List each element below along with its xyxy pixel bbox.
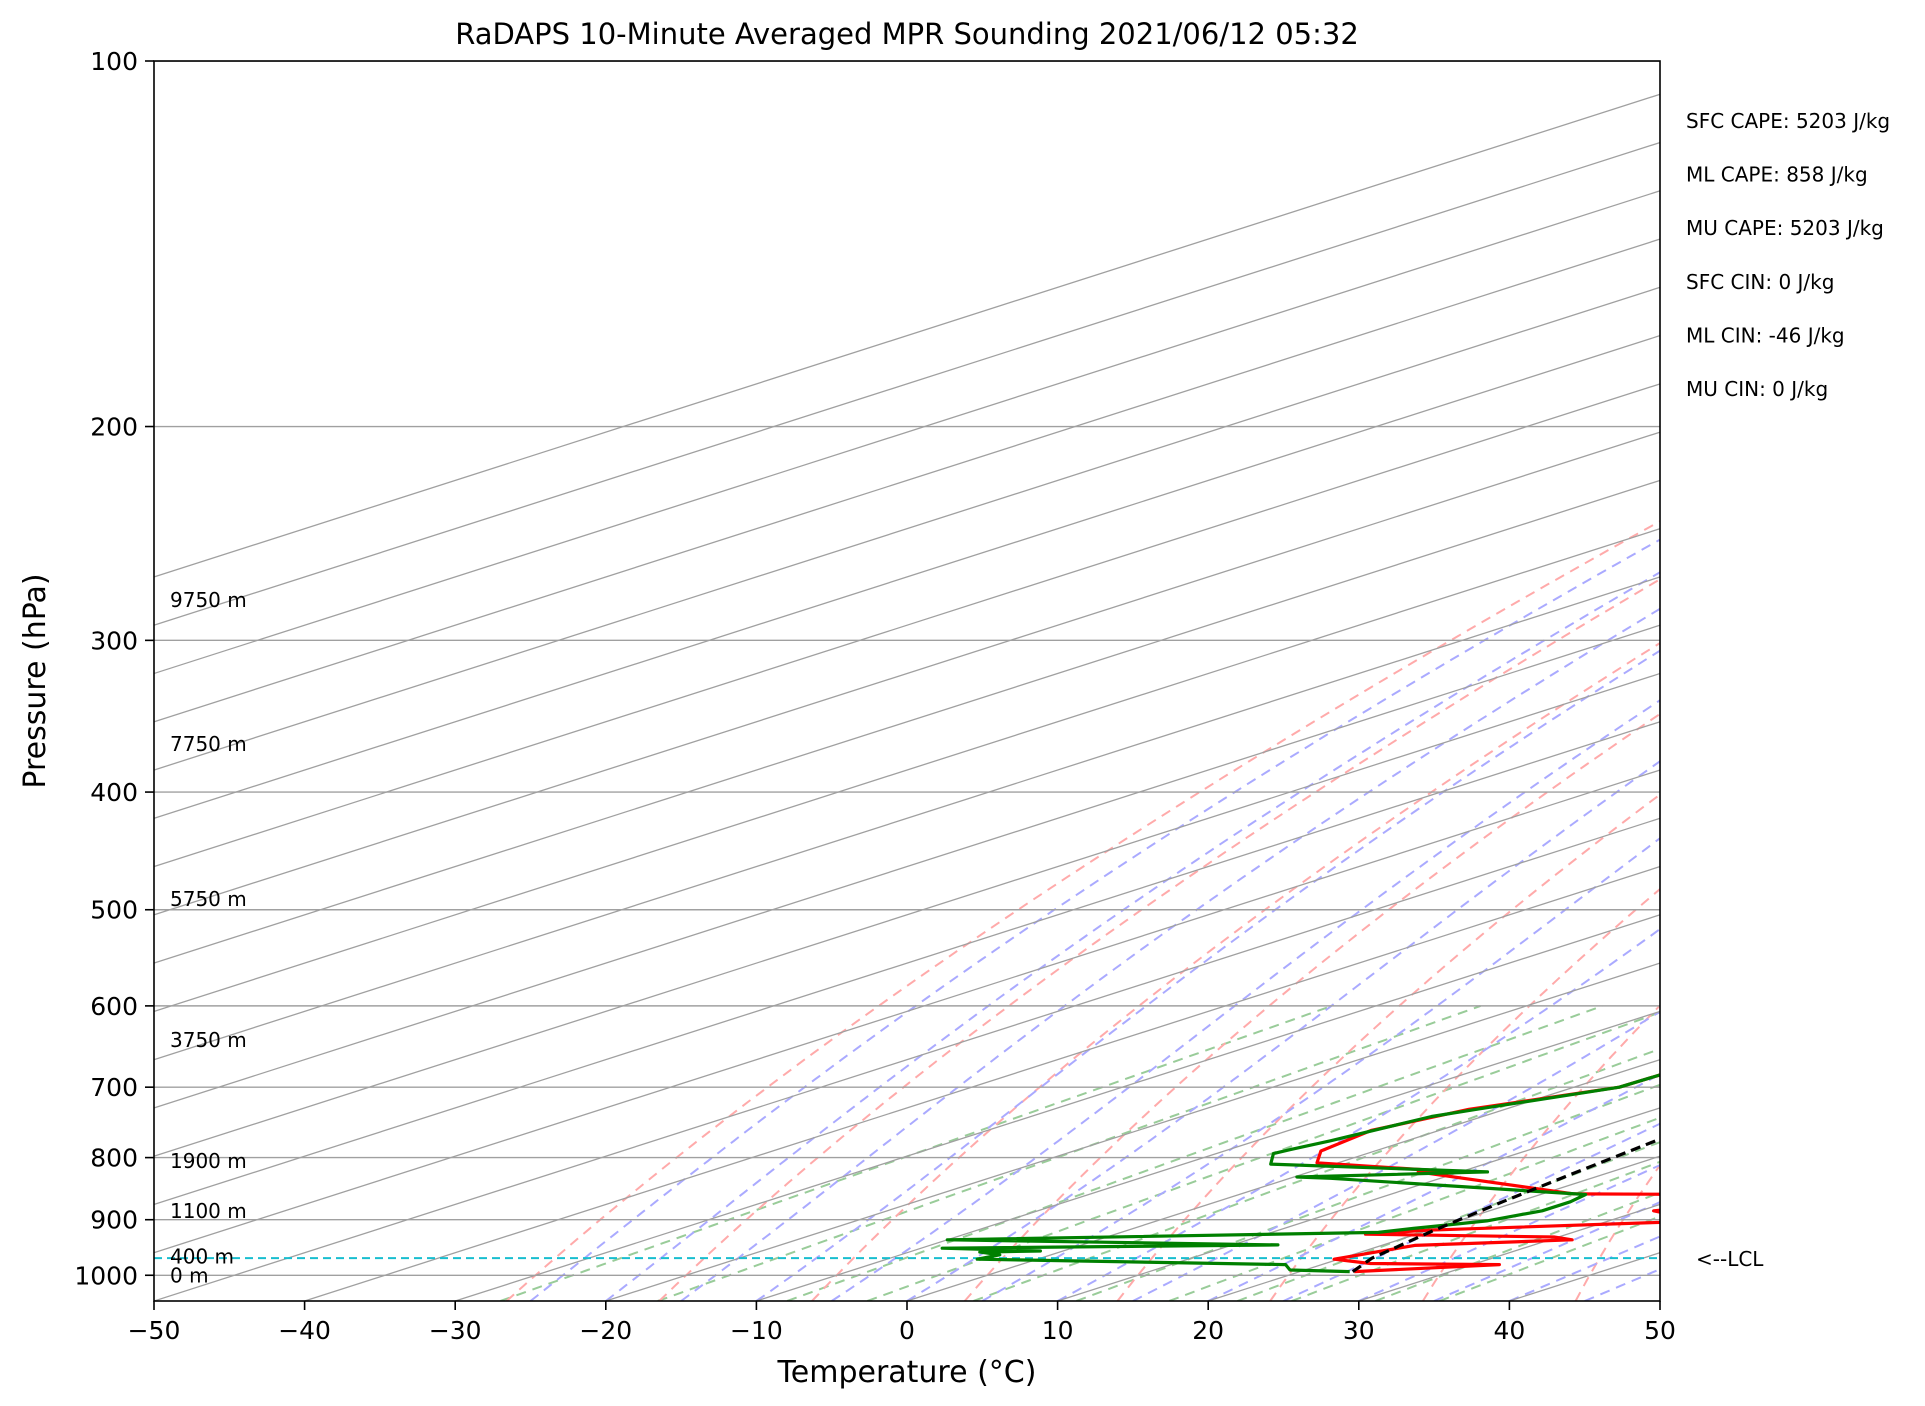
dry-adiabat-line xyxy=(1422,1004,1660,1301)
x-tick-label: −50 xyxy=(128,1316,181,1345)
x-tick-label: −10 xyxy=(730,1316,783,1345)
temperature-profile-line xyxy=(1315,1073,1660,1274)
isotherm-line xyxy=(154,93,1660,578)
mixing-ratio-line xyxy=(1291,1160,1660,1301)
x-tick-label: 40 xyxy=(1493,1316,1525,1345)
isotherms xyxy=(154,93,1660,1301)
dry-adiabat-line xyxy=(1269,887,1660,1301)
isotherm-line xyxy=(154,721,1660,1206)
stat-line: SFC CAPE: 5203 J/kg xyxy=(1686,109,1890,133)
y-tick-label: 900 xyxy=(90,1206,138,1235)
mixing-ratio-line xyxy=(657,1004,1481,1301)
dry-adiabat-line xyxy=(811,641,1660,1301)
moist-adiabat-line xyxy=(906,760,1660,1301)
isotherm-line xyxy=(304,865,1660,1301)
stat-line: MU CAPE: 5203 J/kg xyxy=(1686,216,1884,240)
mixing-ratio-line xyxy=(867,1011,1660,1301)
y-tick-label: 600 xyxy=(90,992,138,1021)
moist-adiabat-line xyxy=(831,699,1660,1301)
isotherm-line xyxy=(756,1010,1660,1301)
isotherm-line xyxy=(154,817,1660,1301)
isotherm-line xyxy=(154,286,1660,771)
isotherm-line xyxy=(605,962,1660,1301)
x-tick-label: −20 xyxy=(579,1316,632,1345)
stat-line: MU CIN: 0 J/kg xyxy=(1686,377,1828,401)
moist-adiabat-line xyxy=(605,571,1660,1301)
dry-adiabat-line xyxy=(1116,793,1660,1301)
x-tick-label: 20 xyxy=(1192,1316,1224,1345)
height-label: 9750 m xyxy=(170,588,247,612)
stat-line: ML CAPE: 858 J/kg xyxy=(1686,163,1868,187)
dewpoint-profile-line xyxy=(940,1073,1660,1274)
x-axis: −50 −40 −30 −20 −10 0 10 20 30 40 50 xyxy=(128,1301,1676,1345)
isotherm-line xyxy=(154,141,1660,626)
stat-line: SFC CIN: 0 J/kg xyxy=(1686,270,1834,294)
moist-adiabat-line xyxy=(1132,1010,1660,1301)
isotherm-line xyxy=(455,914,1660,1301)
mixing-ratio-line xyxy=(1168,1116,1660,1301)
moist-adiabat-line xyxy=(680,607,1660,1301)
moist-adiabats xyxy=(529,538,1660,1301)
y-axis-label: Pressure (hPa) xyxy=(18,573,53,788)
isotherm-line xyxy=(154,624,1660,1109)
isotherm-line xyxy=(154,334,1660,819)
dry-adiabat-line xyxy=(505,520,1660,1301)
series-layer xyxy=(940,1073,1660,1274)
isotherm-line xyxy=(154,576,1660,1061)
isotherm-line xyxy=(154,769,1660,1254)
x-tick-label: 0 xyxy=(899,1316,915,1345)
moist-adiabat-line xyxy=(1057,927,1660,1301)
height-label: 0 m xyxy=(170,1263,209,1287)
isotherm-line xyxy=(906,1058,1660,1301)
moist-adiabat-line xyxy=(1358,1163,1660,1301)
height-label: 5750 m xyxy=(170,887,247,911)
mixing-ratio-line xyxy=(1439,1215,1660,1301)
stats-block: SFC CAPE: 5203 J/kg ML CAPE: 858 J/kg MU C… xyxy=(1686,109,1890,401)
isotherm-line xyxy=(154,528,1660,1013)
moist-adiabat-line xyxy=(1207,1073,1660,1301)
mixing-ratio-line xyxy=(500,1004,1333,1301)
isobars xyxy=(154,61,1660,1276)
isotherm-line xyxy=(154,383,1660,868)
mixing-ratio-line xyxy=(786,1004,1603,1301)
x-axis-label: Temperature (°C) xyxy=(777,1355,1037,1390)
chart-title: RaDAPS 10-Minute Averaged MPR Sounding 2… xyxy=(455,17,1359,51)
y-tick-label: 400 xyxy=(90,778,138,807)
height-label: 400 m xyxy=(170,1244,234,1268)
stat-line: ML CIN: -46 J/kg xyxy=(1686,323,1845,347)
lcl-label: <--LCL xyxy=(1696,1247,1764,1271)
height-label: 1100 m xyxy=(170,1199,247,1223)
moist-adiabat-line xyxy=(981,837,1660,1301)
x-tick-label: −40 xyxy=(278,1316,331,1345)
y-tick-label: 800 xyxy=(90,1144,138,1173)
x-tick-label: −30 xyxy=(429,1316,482,1345)
height-label: 3750 m xyxy=(170,1028,247,1052)
x-tick-label: 10 xyxy=(1042,1316,1074,1345)
isotherm-line xyxy=(154,479,1660,964)
y-tick-label: 500 xyxy=(90,896,138,925)
y-tick-label: 100 xyxy=(90,47,138,76)
y-tick-label: 200 xyxy=(90,413,138,442)
y-tick-label: 300 xyxy=(90,626,138,655)
y-tick-label: 700 xyxy=(90,1073,138,1102)
x-tick-label: 50 xyxy=(1644,1316,1676,1345)
height-label: 1900 m xyxy=(170,1149,247,1173)
dry-adiabat-line xyxy=(658,578,1660,1301)
height-label: 7750 m xyxy=(170,732,247,756)
x-tick-label: 30 xyxy=(1343,1316,1375,1345)
isotherm-line xyxy=(154,431,1660,916)
moist-adiabat-line xyxy=(529,538,1660,1301)
isotherm-line xyxy=(154,238,1660,723)
y-axis: 100 200 300 400 500 600 700 800 900 1000 xyxy=(74,47,154,1290)
y-tick-label: 1000 xyxy=(74,1261,138,1290)
isotherm-line xyxy=(154,190,1660,675)
isotherm-line xyxy=(154,672,1660,1157)
mixing-ratio-line xyxy=(1375,1191,1660,1301)
